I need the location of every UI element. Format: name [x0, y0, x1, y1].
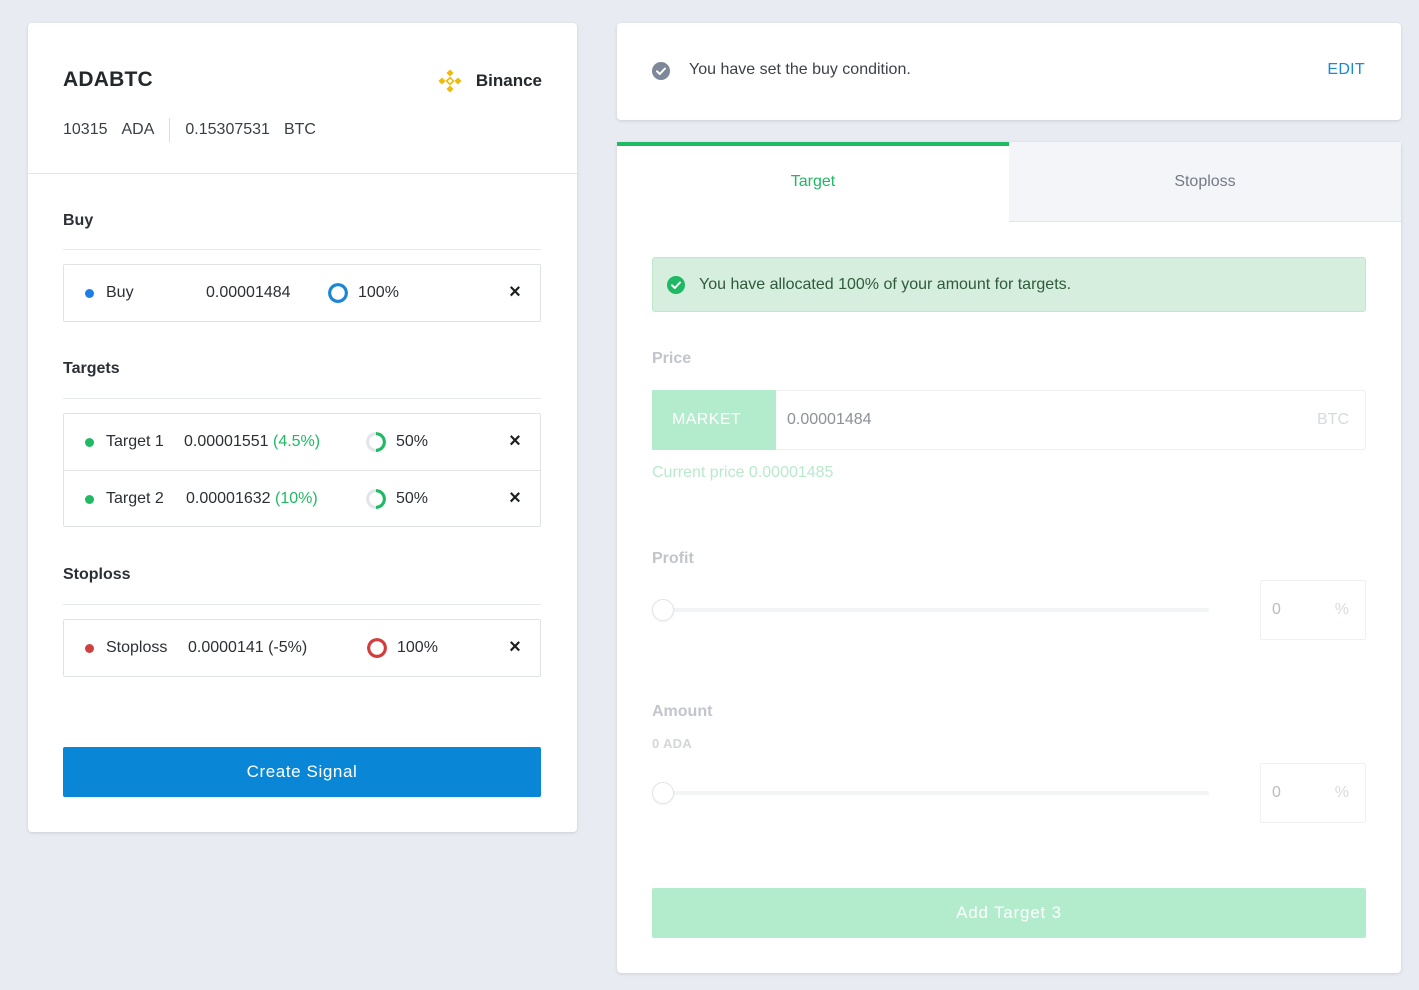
buy-status-dot: [85, 289, 94, 298]
target-price-group: 0.00001632 (10%): [186, 490, 318, 508]
binance-logo-icon: [438, 69, 462, 93]
target-label: Target 1: [106, 433, 164, 450]
allocation-alert: You have allocated 100% of your amount f…: [652, 257, 1366, 312]
remove-target-button[interactable]: ×: [509, 430, 521, 452]
header-divider: [28, 173, 577, 174]
price-unit: BTC: [1317, 411, 1349, 428]
stoploss-change: (-5%): [268, 639, 308, 656]
buy-allocation-ring-icon: [328, 283, 348, 303]
buy-row: Buy 0.00001484 100% ×: [64, 265, 540, 321]
remove-target-button[interactable]: ×: [509, 487, 521, 509]
buy-condition-notice: You have set the buy condition. EDIT: [617, 23, 1401, 120]
tab-stoploss[interactable]: Stoploss: [1009, 142, 1401, 222]
profit-slider-track: [656, 608, 1209, 612]
base-unit: ADA: [121, 121, 155, 138]
section-divider: [63, 398, 541, 399]
target-price: 0.00001632: [186, 489, 271, 507]
profit-slider-handle[interactable]: [652, 599, 674, 621]
remove-stoploss-button[interactable]: ×: [509, 636, 521, 658]
pair-title: ADABTC: [63, 68, 153, 91]
tab-target[interactable]: Target: [617, 142, 1009, 222]
target-row: Target 2 0.00001632 (10%) 50% ×: [64, 470, 540, 526]
price-input[interactable]: [776, 391, 1317, 449]
buy-label: Buy: [106, 284, 134, 301]
signal-summary-card: ADABTC Binance 10315 ADA 0.15307531 BTC …: [28, 23, 577, 832]
exchange-name: Binance: [475, 71, 542, 90]
stoploss-row: Stoploss 0.0000141 (-5%) 100% ×: [64, 620, 540, 676]
stoploss-allocation: 100%: [397, 639, 438, 656]
target-allocation: 50%: [396, 489, 429, 507]
stoploss-allocation-ring-icon: [367, 638, 387, 658]
profit-unit: %: [1334, 601, 1349, 618]
target-allocation-ring-icon: [366, 432, 386, 452]
alert-text: You have allocated 100% of your amount f…: [699, 275, 1072, 293]
target-form-card: Target Stoploss You have allocated 100% …: [617, 142, 1401, 973]
target-price: 0.00001551: [184, 433, 269, 450]
balance-divider: [169, 118, 171, 142]
base-amount: 10315: [63, 121, 108, 138]
stoploss-section-title: Stoploss: [63, 566, 131, 583]
exchange-info: Binance: [438, 69, 542, 93]
amount-slider-track: [656, 791, 1209, 795]
success-check-icon: [667, 275, 685, 294]
target-row: Target 1 0.00001551 (4.5%) 50% ×: [64, 414, 540, 470]
profit-input[interactable]: [1261, 601, 1321, 619]
buy-price: 0.00001484: [206, 284, 291, 301]
target-status-dot: [85, 438, 94, 447]
amount-label: Amount: [652, 703, 713, 720]
target-change: (4.5%): [272, 433, 321, 450]
market-button[interactable]: MARKET: [652, 390, 776, 450]
amount-subtitle: 0 ADA: [652, 736, 693, 751]
section-divider: [63, 604, 541, 605]
amount-input[interactable]: [1261, 784, 1321, 802]
add-target-button[interactable]: Add Target 3: [652, 888, 1366, 938]
targets-list: Target 1 0.00001551 (4.5%) 50% × Target …: [63, 413, 541, 527]
amount-slider[interactable]: [652, 782, 1209, 804]
stoploss-status-dot: [85, 644, 94, 653]
target-allocation-ring-icon: [366, 489, 386, 509]
amount-unit: %: [1334, 784, 1349, 801]
section-divider: [63, 249, 541, 250]
target-label: Target 2: [106, 489, 164, 507]
price-field: MARKET BTC: [652, 390, 1366, 450]
profit-slider[interactable]: [652, 599, 1209, 621]
amount-slider-handle[interactable]: [652, 782, 674, 804]
check-circle-icon: [652, 62, 670, 80]
edit-buy-link[interactable]: EDIT: [1327, 61, 1365, 78]
buy-list: Buy 0.00001484 100% ×: [63, 264, 541, 322]
quote-unit: BTC: [283, 121, 316, 138]
notice-text: You have set the buy condition.: [689, 61, 911, 78]
buy-section-title: Buy: [63, 212, 94, 229]
quote-amount: 0.15307531: [185, 121, 270, 138]
create-signal-button[interactable]: Create Signal: [63, 747, 541, 797]
balances: 10315 ADA 0.15307531 BTC: [63, 118, 316, 142]
target-allocation: 50%: [396, 433, 429, 450]
price-label: Price: [652, 350, 692, 367]
stoploss-label: Stoploss: [106, 639, 168, 656]
buy-allocation: 100%: [358, 284, 399, 301]
target-change: (10%): [274, 489, 318, 507]
target-status-dot: [85, 495, 94, 504]
target-price-group: 0.00001551 (4.5%): [184, 433, 320, 451]
stoploss-list: Stoploss 0.0000141 (-5%) 100% ×: [63, 619, 541, 677]
remove-buy-button[interactable]: ×: [509, 281, 521, 303]
form-tabs: Target Stoploss: [617, 142, 1401, 222]
stoploss-price: 0.0000141: [188, 639, 264, 656]
targets-section-title: Targets: [63, 360, 120, 377]
current-price: Current price 0.00001485: [652, 464, 834, 481]
profit-label: Profit: [652, 550, 694, 567]
amount-field: %: [1260, 763, 1366, 823]
profit-field: %: [1260, 580, 1366, 640]
stoploss-price-group: 0.0000141 (-5%): [188, 639, 307, 657]
